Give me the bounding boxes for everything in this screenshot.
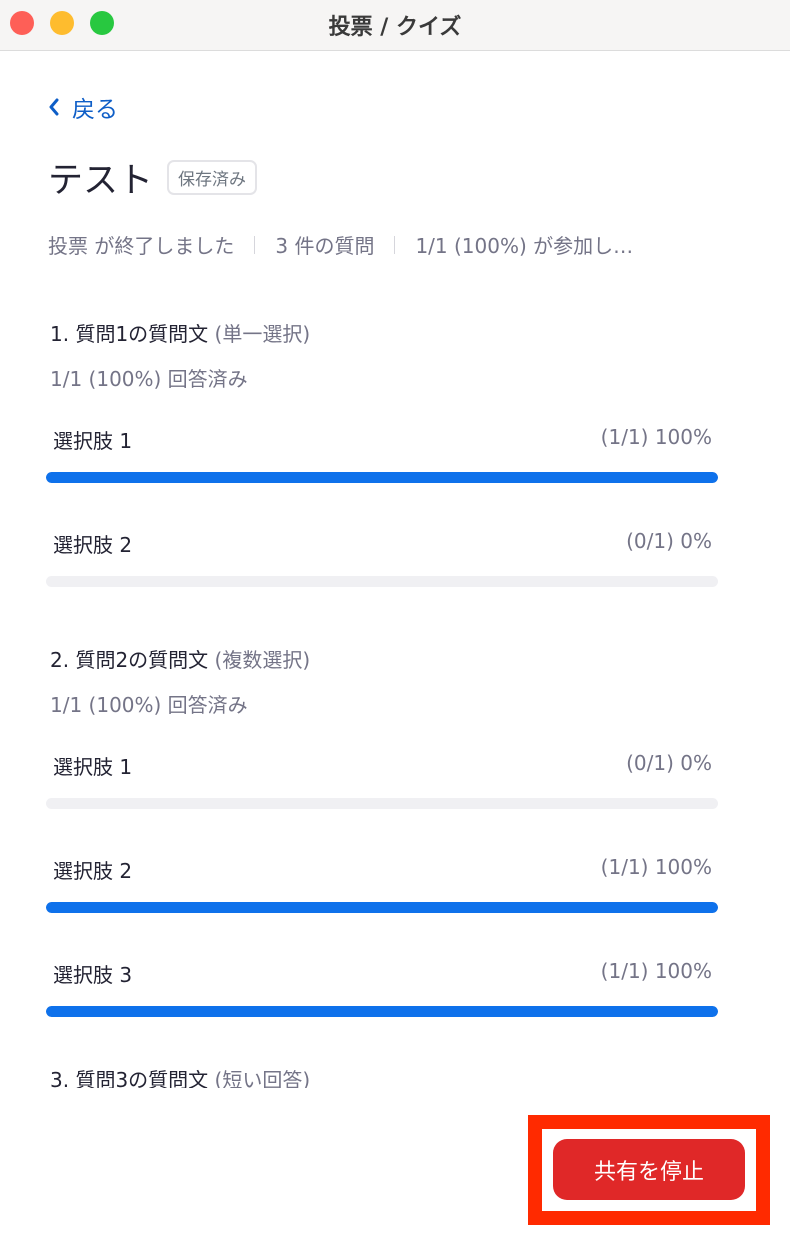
option-percent: (0/1) 0%	[626, 529, 712, 553]
option-label: 選択肢 1	[53, 429, 133, 453]
option-percent: (1/1) 100%	[600, 425, 712, 449]
back-label: 戻る	[72, 97, 118, 123]
result-bar	[46, 472, 718, 483]
saved-badge: 保存済み	[167, 160, 258, 195]
question-type: (複数選択)	[214, 648, 311, 672]
option-label: 選択肢 1	[53, 755, 133, 779]
poll-title: テスト	[48, 161, 154, 201]
option-percent: (1/1) 100%	[600, 959, 712, 983]
content-scroll-area[interactable]: 戻る テスト 保存済み 投票 が終了しました 3 件の質問 1/1 (100%)…	[0, 52, 790, 1088]
option-result: 選択肢 1 (1/1) 100%	[46, 392, 720, 496]
answered-count: 1/1 (100%) 回答済み	[50, 367, 248, 391]
divider	[254, 235, 256, 254]
title-bar: 投票 / クイズ	[0, 0, 790, 51]
option-result: 選択肢 1 (0/1) 0%	[46, 718, 720, 822]
option-label: 選択肢 2	[53, 533, 133, 557]
highlight-box	[528, 1115, 770, 1225]
question-text: 3. 質問3の質問文	[50, 1068, 209, 1088]
result-bar-fill	[46, 902, 718, 913]
result-bar	[46, 576, 718, 587]
participation: 1/1 (100%) が参加し…	[415, 234, 634, 258]
question-title: 3. 質問3の質問文 (短い回答)	[50, 1064, 720, 1088]
option-result: 選択肢 3 (1/1) 100%	[46, 926, 720, 1030]
result-bar	[46, 902, 718, 913]
result-bar	[46, 1006, 718, 1017]
option-label: 選択肢 3	[53, 963, 133, 987]
result-bar-fill	[46, 472, 718, 483]
window-title: 投票 / クイズ	[328, 15, 462, 40]
question-2: 2. 質問2の質問文 (複数選択) 1/1 (100%) 回答済み 選択肢 1 (0/…	[46, 644, 720, 1030]
question-text: 2. 質問2の質問文	[50, 648, 209, 672]
minimize-window-button[interactable]	[50, 11, 74, 35]
back-button[interactable]: 戻る	[48, 90, 118, 124]
question-count: 3 件の質問	[275, 234, 375, 258]
question-title: 2. 質問2の質問文 (複数選択)	[50, 644, 720, 673]
question-text: 1. 質問1の質問文	[50, 322, 209, 346]
poll-meta: 投票 が終了しました 3 件の質問 1/1 (100%) が参加し…	[48, 230, 633, 259]
chevron-left-icon	[49, 98, 59, 116]
result-bar-fill	[46, 1006, 718, 1017]
option-percent: (0/1) 0%	[626, 751, 712, 775]
divider	[394, 235, 396, 254]
stop-sharing-button[interactable]: 共有を停止	[553, 1139, 745, 1200]
option-label: 選択肢 2	[53, 859, 133, 883]
question-1: 1. 質問1の質問文 (単一選択) 1/1 (100%) 回答済み 選択肢 1 (1/…	[46, 318, 720, 600]
close-window-button[interactable]	[10, 11, 34, 35]
question-type: (短い回答)	[214, 1068, 311, 1088]
option-result: 選択肢 2 (1/1) 100%	[46, 822, 720, 926]
option-percent: (1/1) 100%	[600, 855, 712, 879]
answered-count: 1/1 (100%) 回答済み	[50, 693, 248, 717]
poll-status: 投票 が終了しました	[48, 234, 235, 258]
option-result: 選択肢 2 (0/1) 0%	[46, 496, 720, 600]
question-3: 3. 質問3の質問文 (短い回答)	[50, 1064, 720, 1088]
zoom-window-button[interactable]	[90, 11, 114, 35]
question-type: (単一選択)	[214, 322, 311, 346]
question-title: 1. 質問1の質問文 (単一選択)	[50, 318, 720, 347]
result-bar	[46, 798, 718, 809]
